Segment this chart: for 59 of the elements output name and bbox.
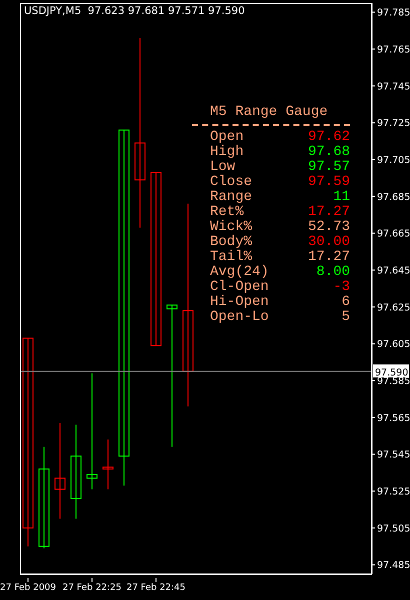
y-tick-label: 97.725	[377, 118, 410, 130]
candlestick	[86, 372, 98, 490]
y-tick-label: 97.685	[377, 192, 410, 203]
y-tick-label: 97.625	[377, 302, 410, 314]
annotation: 17.27	[308, 204, 350, 220]
annotation: Wick%	[210, 219, 252, 235]
candlestick	[54, 422, 66, 520]
annotation: 6	[342, 294, 350, 310]
chart-title: USDJPY,M5 97.623 97.681 97.571 97.590	[24, 5, 245, 17]
annotation: Hi-Open	[210, 294, 269, 310]
y-tick-label: 97.765	[377, 44, 410, 56]
annotation: Body%	[210, 234, 252, 250]
candlestick	[166, 304, 178, 448]
annotation: M5 Range Gauge	[209, 104, 329, 120]
candlestick	[70, 424, 82, 520]
candlestick	[182, 203, 194, 407]
y-tick-label: 97.545	[377, 450, 410, 461]
y-tick-label: 97.525	[377, 486, 410, 498]
y-tick-label: 97.505	[377, 523, 410, 534]
x-tick-label: 27 Feb 22:25	[62, 583, 122, 593]
annotation: 52.73	[308, 219, 350, 235]
annotation: -3	[333, 279, 350, 295]
annotation: Open	[210, 129, 244, 145]
y-tick-label: 97.605	[377, 339, 410, 350]
annotation: Low	[210, 159, 236, 175]
candlestick	[102, 439, 114, 490]
y-tick-label: 97.705	[377, 154, 410, 166]
x-tick-label: 27 Feb 2009	[0, 583, 56, 593]
annotation: Tail%	[210, 249, 252, 265]
annotation: 97.57	[308, 159, 350, 175]
annotation: 11	[333, 189, 350, 205]
annotation: Close	[210, 174, 252, 190]
annotation: Open-Lo	[210, 309, 269, 325]
annotation: Ret%	[210, 204, 244, 220]
y-tick-label: 97.645	[377, 265, 410, 276]
y-tick-label: 97.665	[377, 228, 410, 240]
annotation: 97.59	[308, 174, 350, 190]
candlestick	[118, 130, 130, 486]
annotation: Avg(24)	[210, 264, 269, 280]
annotation: High	[210, 144, 244, 160]
annotation: Range	[210, 189, 252, 205]
y-tick-label: 97.565	[377, 412, 410, 424]
y-tick-label: 97.485	[377, 560, 410, 572]
annotation: 30.00	[308, 234, 350, 250]
y-tick-label: 97.785	[377, 8, 410, 19]
annotation: 97.68	[308, 144, 350, 160]
candlestick	[134, 37, 146, 228]
x-tick-label: 27 Feb 22:45	[126, 583, 186, 593]
candlestick	[38, 446, 50, 549]
ref-line-label: 97.590	[375, 367, 408, 378]
candlestick	[22, 338, 34, 547]
annotation: Cl-Open	[210, 279, 269, 295]
annotation: 8.00	[316, 264, 350, 280]
annotation: 97.62	[308, 129, 350, 145]
y-tick-label: 97.745	[377, 81, 410, 92]
candlestick	[150, 172, 162, 346]
y-tick-label: 97.585	[377, 376, 410, 387]
annotation: 17.27	[308, 249, 350, 265]
annotation: 5	[342, 309, 350, 325]
